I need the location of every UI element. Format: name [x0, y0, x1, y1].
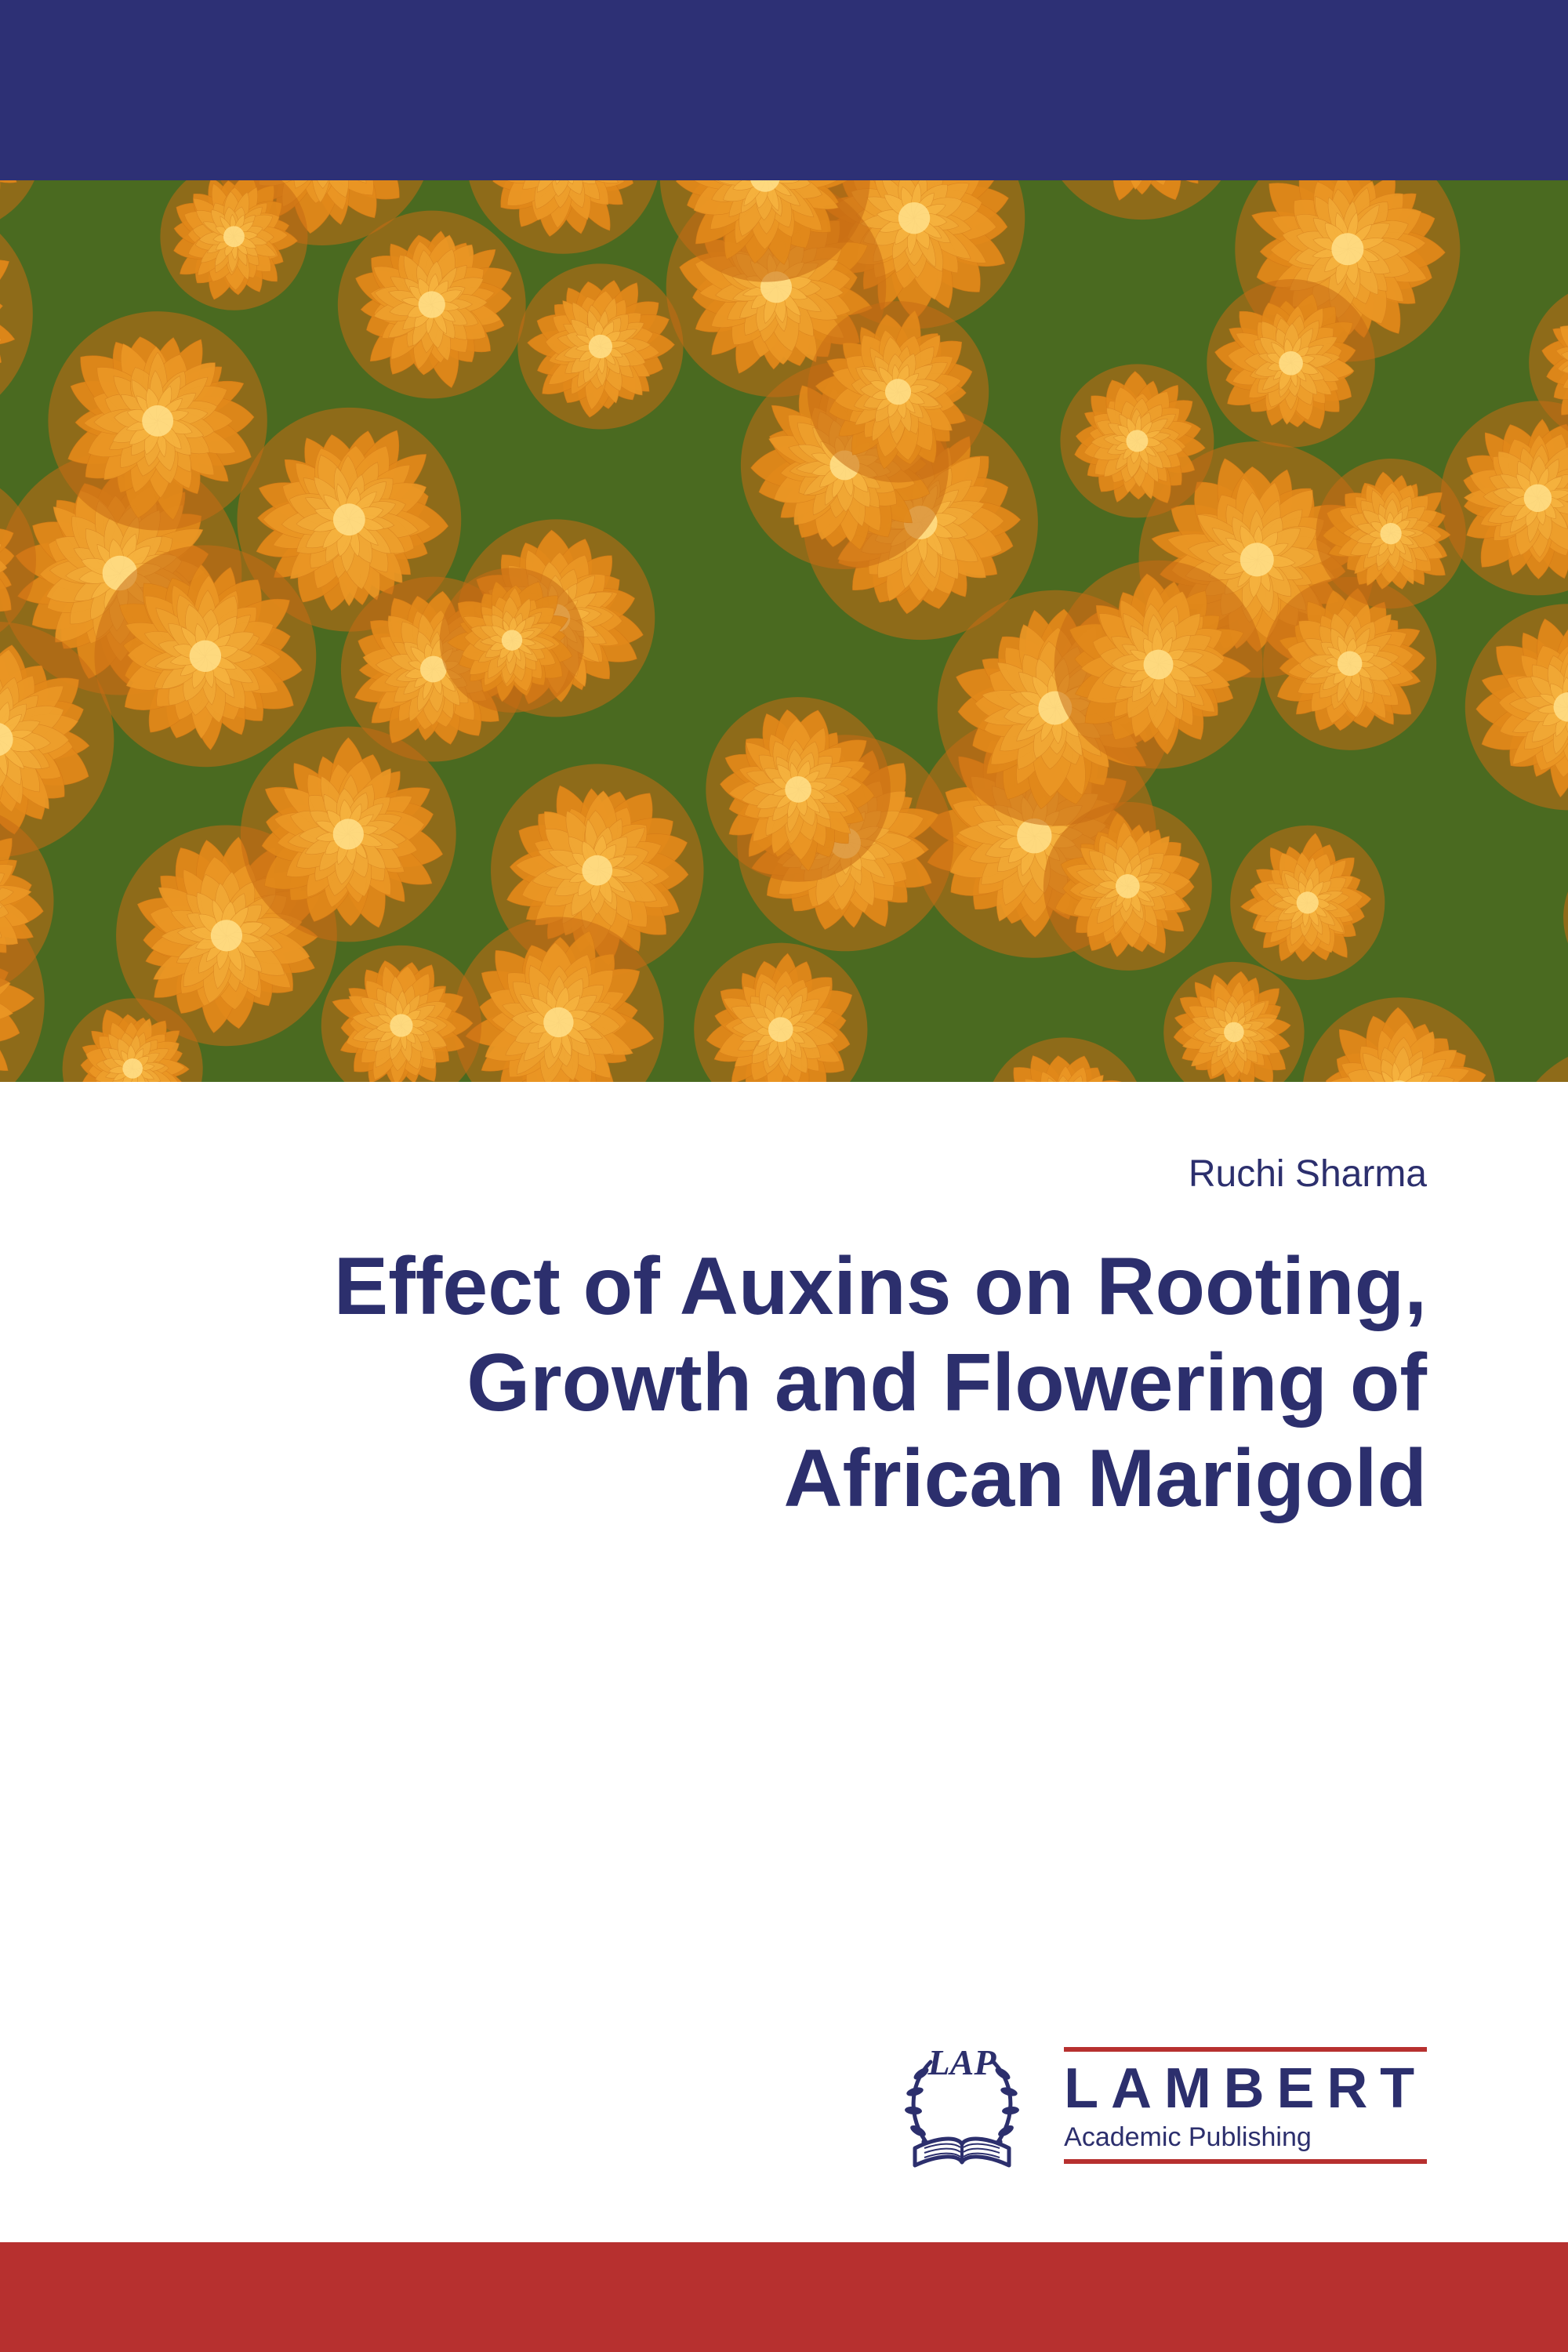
publisher-name: LAMBERT [1064, 2056, 1427, 2121]
publisher-subtitle: Academic Publishing [1064, 2122, 1427, 2153]
publisher-logo: LAP LAMBERT Academic Publishing [884, 2031, 1427, 2180]
publisher-overline [1064, 2047, 1427, 2052]
svg-text:LAP: LAP [927, 2042, 997, 2082]
title-line-2: Growth and Flowering of [334, 1335, 1427, 1432]
book-cover: Ruchi Sharma Effect of Auxins on Rooting… [0, 0, 1568, 2352]
author-name: Ruchi Sharma [1189, 1152, 1427, 1196]
publisher-underline [1064, 2159, 1427, 2164]
title-line-1: Effect of Auxins on Rooting, [334, 1239, 1427, 1335]
publisher-text-block: LAMBERT Academic Publishing [1064, 2047, 1427, 2164]
book-title: Effect of Auxins on Rooting, Growth and … [334, 1239, 1427, 1527]
top-bar [0, 0, 1568, 180]
publisher-emblem-icon: LAP [884, 2031, 1040, 2180]
title-line-3: African Marigold [334, 1431, 1427, 1527]
marigold-hero-image [0, 180, 1568, 1082]
bottom-bar [0, 2242, 1568, 2352]
